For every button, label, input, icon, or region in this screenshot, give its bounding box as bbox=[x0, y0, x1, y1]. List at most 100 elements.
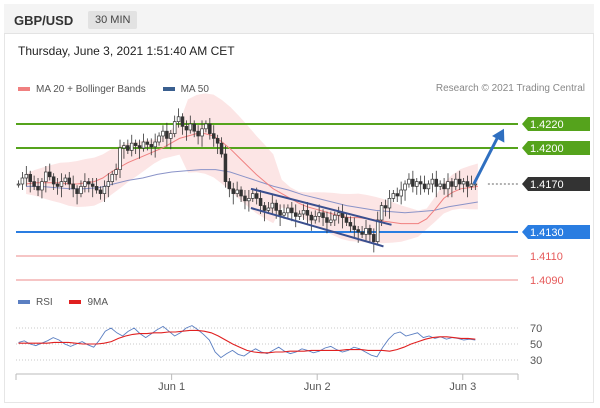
channel-lower-line bbox=[250, 207, 384, 248]
candle-body bbox=[403, 183, 407, 191]
ma50-line bbox=[26, 169, 478, 214]
legend-swatch-rsi bbox=[18, 300, 30, 305]
legend-label-ma20: MA 20 + Bollinger Bands bbox=[36, 84, 146, 95]
candle-body bbox=[180, 116, 185, 127]
candle-body bbox=[98, 189, 103, 194]
candle-body bbox=[44, 171, 48, 182]
level-1-4220-tag bbox=[522, 117, 590, 131]
rsi-series-9ma bbox=[18, 329, 476, 354]
level-1-4090-label: 1.4090 bbox=[530, 275, 564, 287]
candle-body bbox=[383, 205, 388, 209]
ma20-line bbox=[25, 133, 478, 225]
candle-body bbox=[290, 207, 294, 214]
candle-body bbox=[469, 183, 474, 187]
level-1-4220-label: 1.4220 bbox=[530, 119, 564, 131]
rsi-series-rsi bbox=[18, 325, 476, 359]
candle-body bbox=[137, 145, 142, 149]
legend-label-9ma: 9MA bbox=[87, 297, 109, 308]
candle-body bbox=[430, 178, 435, 185]
symbol-title: GBP/USD bbox=[14, 13, 74, 28]
candle-body bbox=[83, 181, 87, 187]
candle-body bbox=[422, 183, 427, 190]
candle-body bbox=[379, 205, 384, 221]
candle-body bbox=[407, 178, 411, 185]
candle-body bbox=[63, 177, 68, 182]
candle-body bbox=[192, 123, 196, 132]
candle-body bbox=[270, 202, 275, 209]
candle-body bbox=[90, 183, 95, 187]
candle-body bbox=[102, 186, 107, 194]
candle-body bbox=[293, 212, 298, 217]
candle-body bbox=[352, 225, 357, 230]
candle-body bbox=[223, 153, 228, 182]
level-1-4200-label: 1.4200 bbox=[530, 143, 564, 155]
candle-body bbox=[454, 178, 458, 187]
candle-body bbox=[239, 189, 243, 197]
candle-body bbox=[426, 183, 431, 190]
legend-swatch-9ma bbox=[69, 300, 82, 305]
candle-body bbox=[415, 181, 419, 187]
candle-body bbox=[465, 181, 470, 187]
candle-body bbox=[387, 198, 392, 209]
rsi-tick-label-70: 70 bbox=[530, 323, 542, 335]
candle-body bbox=[165, 130, 169, 139]
candle-body bbox=[262, 205, 267, 211]
candle-body bbox=[110, 174, 114, 182]
level-1-4200-tag bbox=[522, 141, 590, 155]
legend-item-rsi: RSI bbox=[18, 297, 53, 308]
candle-body bbox=[176, 116, 181, 122]
legend-item-ma50: MA 50 bbox=[162, 84, 209, 95]
candle-body bbox=[344, 217, 349, 223]
candle-body bbox=[153, 141, 157, 148]
legend-label-ma50: MA 50 bbox=[180, 84, 209, 95]
candle-body bbox=[126, 145, 130, 151]
legend-item-9ma: 9MA bbox=[69, 297, 108, 308]
candle-body bbox=[114, 169, 118, 175]
interval-badge[interactable]: 30 MIN bbox=[88, 11, 138, 29]
candle-body bbox=[254, 193, 259, 199]
candle-body bbox=[204, 123, 208, 130]
candle-body bbox=[442, 183, 446, 190]
candle-body bbox=[211, 133, 216, 139]
rsi-legend: RSI 9MA bbox=[18, 297, 122, 308]
legend-label-rsi: RSI bbox=[36, 297, 53, 308]
x-tick-label-jun-1: Jun 1 bbox=[158, 381, 185, 393]
candle-body bbox=[368, 228, 372, 235]
candle-body bbox=[356, 229, 360, 233]
candle-body bbox=[196, 130, 200, 137]
legend-item-ma20: MA 20 + Bollinger Bands bbox=[18, 84, 146, 95]
level-1-4130-tag bbox=[522, 225, 590, 239]
candle-body bbox=[321, 212, 325, 218]
candle-body bbox=[348, 222, 353, 227]
candle-body bbox=[461, 181, 466, 185]
candle-body bbox=[40, 181, 44, 191]
candle-body bbox=[47, 171, 52, 178]
candle-body bbox=[219, 142, 224, 155]
candle-body bbox=[145, 141, 150, 145]
candle-body bbox=[266, 207, 271, 211]
research-credit: Research © 2021 Trading Central bbox=[435, 83, 585, 94]
candle-body bbox=[282, 212, 286, 216]
chart-datetime: Thursday, June 3, 2021 1:51:40 AM CET bbox=[18, 44, 235, 58]
candle-body bbox=[247, 198, 251, 202]
candle-body bbox=[184, 126, 189, 131]
candle-body bbox=[297, 213, 302, 217]
level-1-4170-tag bbox=[522, 177, 590, 191]
candle-body bbox=[188, 123, 193, 131]
candle-body bbox=[434, 178, 439, 187]
level-1-4130-label: 1.4130 bbox=[530, 227, 564, 239]
candle-body bbox=[251, 193, 255, 199]
candle-body bbox=[118, 147, 122, 170]
candle-body bbox=[157, 135, 161, 143]
candle-body bbox=[161, 130, 165, 137]
candle-body bbox=[391, 193, 396, 199]
candle-body bbox=[360, 231, 364, 235]
candle-body bbox=[446, 181, 450, 190]
candle-body bbox=[133, 142, 138, 146]
candle-body bbox=[24, 174, 29, 179]
rsi-tick-label-50: 50 bbox=[530, 339, 542, 351]
forecast-arrow-line bbox=[472, 132, 502, 185]
candle-body bbox=[227, 181, 232, 190]
candle-body bbox=[438, 183, 442, 187]
